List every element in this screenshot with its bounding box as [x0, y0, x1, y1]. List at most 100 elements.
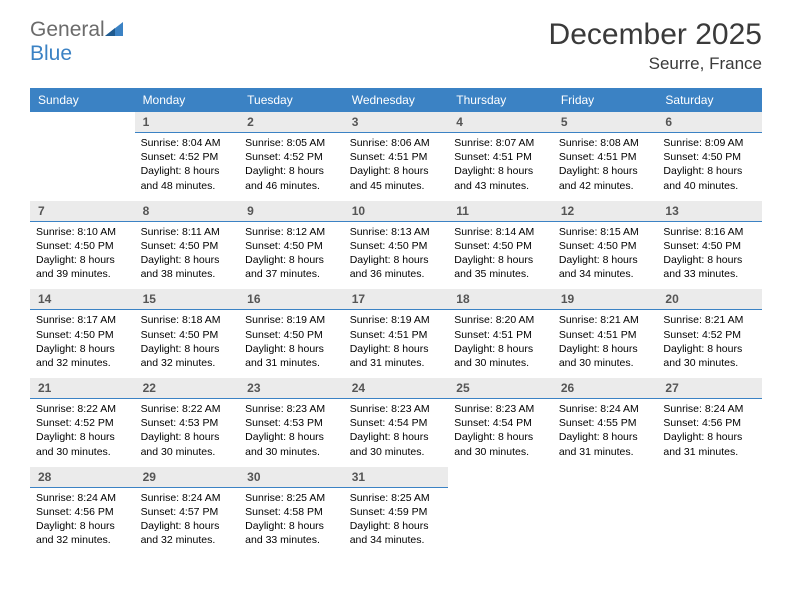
daylight-text: Daylight: 8 hours and 37 minutes.	[245, 253, 338, 281]
day-header: Wednesday	[344, 88, 449, 112]
sunrise-text: Sunrise: 8:13 AM	[350, 225, 443, 239]
day-details: Sunrise: 8:08 AMSunset: 4:51 PMDaylight:…	[553, 133, 658, 201]
calendar-week: 21Sunrise: 8:22 AMSunset: 4:52 PMDayligh…	[30, 378, 762, 467]
calendar-cell: 19Sunrise: 8:21 AMSunset: 4:51 PMDayligh…	[553, 289, 658, 378]
sunset-text: Sunset: 4:59 PM	[350, 505, 443, 519]
sunrise-text: Sunrise: 8:19 AM	[350, 313, 443, 327]
sunrise-text: Sunrise: 8:11 AM	[141, 225, 234, 239]
logo-word-1: General	[30, 18, 105, 41]
calendar: Sunday Monday Tuesday Wednesday Thursday…	[30, 88, 762, 555]
calendar-cell: 21 Sunrise: 8:22 AMSunset: 4:52 PMDayligh…	[30, 378, 135, 467]
daylight-text: Daylight: 8 hours and 30 minutes.	[141, 430, 234, 458]
sunrise-text: Sunrise: 8:23 AM	[350, 402, 443, 416]
sunset-text: Sunset: 4:58 PM	[245, 505, 338, 519]
sunrise-text: Sunrise: 8:06 AM	[350, 136, 443, 150]
sunset-text: Sunset: 4:56 PM	[36, 505, 129, 519]
sunset-text: Sunset: 4:50 PM	[141, 239, 234, 253]
day-details: Sunrise: 8:19 AMSunset: 4:51 PMDaylight:…	[344, 310, 449, 378]
day-number: 13	[657, 201, 762, 222]
calendar-cell: 11Sunrise: 8:14 AMSunset: 4:50 PMDayligh…	[448, 201, 553, 290]
day-details: Sunrise: 8:20 AMSunset: 4:51 PMDaylight:…	[448, 310, 553, 378]
sunset-text: Sunset: 4:50 PM	[663, 239, 756, 253]
sunrise-text: Sunrise: 8:07 AM	[454, 136, 547, 150]
sunrise-text: Sunrise: 8:17 AM	[36, 313, 129, 327]
daylight-text: Daylight: 8 hours and 42 minutes.	[559, 164, 652, 192]
calendar-cell: 16Sunrise: 8:19 AMSunset: 4:50 PMDayligh…	[239, 289, 344, 378]
daylight-text: Daylight: 8 hours and 31 minutes.	[245, 342, 338, 370]
calendar-cell: 24Sunrise: 8:23 AMSunset: 4:54 PMDayligh…	[344, 378, 449, 467]
day-details: Sunrise: 8:06 AMSunset: 4:51 PMDaylight:…	[344, 133, 449, 201]
day-details: Sunrise: 8:22 AMSunset: 4:53 PMDaylight:…	[135, 399, 240, 467]
sunset-text: Sunset: 4:51 PM	[350, 150, 443, 164]
daylight-text: Daylight: 8 hours and 31 minutes.	[559, 430, 652, 458]
day-details: Sunrise: 8:14 AMSunset: 4:50 PMDaylight:…	[448, 222, 553, 290]
calendar-cell: 26Sunrise: 8:24 AMSunset: 4:55 PMDayligh…	[553, 378, 658, 467]
sunrise-text: Sunrise: 8:24 AM	[36, 491, 129, 505]
sunset-text: Sunset: 4:54 PM	[350, 416, 443, 430]
calendar-cell: 14Sunrise: 8:17 AMSunset: 4:50 PMDayligh…	[30, 289, 135, 378]
day-details: Sunrise: 8:07 AMSunset: 4:51 PMDaylight:…	[448, 133, 553, 201]
calendar-cell: 20Sunrise: 8:21 AMSunset: 4:52 PMDayligh…	[657, 289, 762, 378]
day-number: 2	[239, 112, 344, 133]
day-details: Sunrise: 8:13 AMSunset: 4:50 PMDaylight:…	[344, 222, 449, 290]
daylight-text: Daylight: 8 hours and 32 minutes.	[36, 342, 129, 370]
daylight-text: Daylight: 8 hours and 45 minutes.	[350, 164, 443, 192]
daylight-text: Daylight: 8 hours and 30 minutes.	[36, 430, 129, 458]
day-number: 28	[30, 467, 135, 488]
daylight-text: Daylight: 8 hours and 38 minutes.	[141, 253, 234, 281]
sunset-text: Sunset: 4:50 PM	[350, 239, 443, 253]
calendar-week: 7Sunrise: 8:10 AMSunset: 4:50 PMDaylight…	[30, 201, 762, 290]
sunrise-text: Sunrise: 8:10 AM	[36, 225, 129, 239]
day-number: 16	[239, 289, 344, 310]
day-details: Sunrise: 8:21 AMSunset: 4:51 PMDaylight:…	[553, 310, 658, 378]
sunset-text: Sunset: 4:50 PM	[141, 328, 234, 342]
daylight-text: Daylight: 8 hours and 32 minutes.	[36, 519, 129, 547]
day-details: Sunrise: 8:17 AMSunset: 4:50 PMDaylight:…	[30, 310, 135, 378]
calendar-cell: 15Sunrise: 8:18 AMSunset: 4:50 PMDayligh…	[135, 289, 240, 378]
calendar-cell: 31Sunrise: 8:25 AMSunset: 4:59 PMDayligh…	[344, 467, 449, 556]
sunrise-text: Sunrise: 8:23 AM	[245, 402, 338, 416]
day-number: 12	[553, 201, 658, 222]
sunset-text: Sunset: 4:50 PM	[36, 328, 129, 342]
daylight-text: Daylight: 8 hours and 35 minutes.	[454, 253, 547, 281]
logo-text: GeneralBlue	[30, 18, 123, 66]
day-details: Sunrise: 8:24 AMSunset: 4:57 PMDaylight:…	[135, 488, 240, 556]
sunset-text: Sunset: 4:52 PM	[36, 416, 129, 430]
day-number: 5	[553, 112, 658, 133]
daylight-text: Daylight: 8 hours and 32 minutes.	[141, 519, 234, 547]
sunset-text: Sunset: 4:50 PM	[663, 150, 756, 164]
day-number: 10	[344, 201, 449, 222]
calendar-cell: 29Sunrise: 8:24 AMSunset: 4:57 PMDayligh…	[135, 467, 240, 556]
sunset-text: Sunset: 4:53 PM	[141, 416, 234, 430]
sunrise-text: Sunrise: 8:25 AM	[245, 491, 338, 505]
day-details: Sunrise: 8:04 AMSunset: 4:52 PMDaylight:…	[135, 133, 240, 201]
sunrise-text: Sunrise: 8:18 AM	[141, 313, 234, 327]
day-number: 17	[344, 289, 449, 310]
daylight-text: Daylight: 8 hours and 43 minutes.	[454, 164, 547, 192]
calendar-week: 28Sunrise: 8:24 AMSunset: 4:56 PMDayligh…	[30, 467, 762, 556]
day-details: Sunrise: 8:23 AMSunset: 4:53 PMDaylight:…	[239, 399, 344, 467]
sunset-text: Sunset: 4:51 PM	[454, 328, 547, 342]
sunset-text: Sunset: 4:56 PM	[663, 416, 756, 430]
day-details: Sunrise: 8:15 AMSunset: 4:50 PMDaylight:…	[553, 222, 658, 290]
daylight-text: Daylight: 8 hours and 46 minutes.	[245, 164, 338, 192]
sunrise-text: Sunrise: 8:22 AM	[36, 402, 129, 416]
day-details: Sunrise: 8:24 AMSunset: 4:56 PMDaylight:…	[657, 399, 762, 467]
calendar-cell: 1Sunrise: 8:04 AMSunset: 4:52 PMDaylight…	[135, 112, 240, 201]
sunset-text: Sunset: 4:51 PM	[559, 328, 652, 342]
logo: GeneralBlue	[30, 18, 123, 66]
day-number: 21	[30, 378, 135, 399]
sunset-text: Sunset: 4:50 PM	[559, 239, 652, 253]
calendar-cell: 5Sunrise: 8:08 AMSunset: 4:51 PMDaylight…	[553, 112, 658, 201]
day-details: Sunrise: 8:24 AMSunset: 4:55 PMDaylight:…	[553, 399, 658, 467]
calendar-cell: 12Sunrise: 8:15 AMSunset: 4:50 PMDayligh…	[553, 201, 658, 290]
sunrise-text: Sunrise: 8:09 AM	[663, 136, 756, 150]
logo-triangle-icon	[105, 18, 123, 42]
day-number: 11	[448, 201, 553, 222]
day-details: Sunrise: 8:23 AMSunset: 4:54 PMDaylight:…	[448, 399, 553, 467]
calendar-cell: 9Sunrise: 8:12 AMSunset: 4:50 PMDaylight…	[239, 201, 344, 290]
sunset-text: Sunset: 4:53 PM	[245, 416, 338, 430]
calendar-week: 14Sunrise: 8:17 AMSunset: 4:50 PMDayligh…	[30, 289, 762, 378]
sunset-text: Sunset: 4:50 PM	[454, 239, 547, 253]
calendar-cell: 17Sunrise: 8:19 AMSunset: 4:51 PMDayligh…	[344, 289, 449, 378]
